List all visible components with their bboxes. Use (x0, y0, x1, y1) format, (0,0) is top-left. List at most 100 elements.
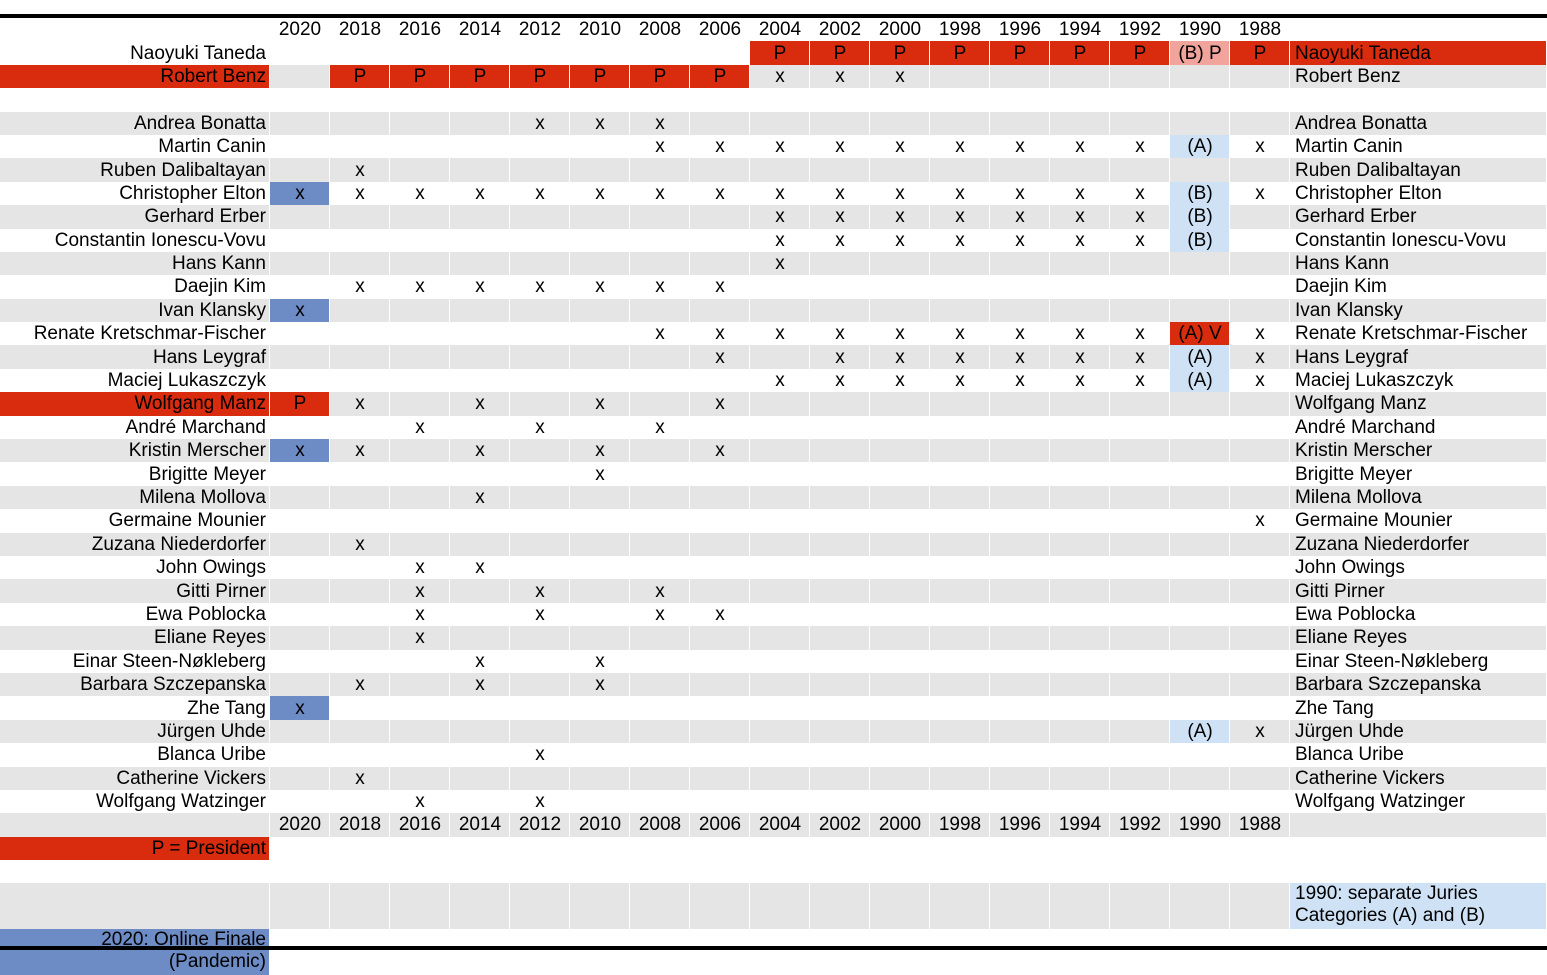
jury-cell-1992: x (1110, 228, 1170, 252)
jury-cell-2012 (510, 672, 570, 697)
jury-cell-1998 (930, 743, 990, 767)
jury-cell-2020 (270, 41, 330, 65)
juror-name: Hans Kann (0, 251, 270, 276)
jury-cell-1988: x (1230, 368, 1290, 393)
jury-cell-2020 (270, 509, 330, 533)
jury-cell-2006 (690, 158, 750, 182)
jury-cell-1996 (990, 509, 1050, 533)
jury-cell-2002 (810, 766, 870, 790)
jury-cell-2014 (450, 766, 510, 790)
jury-cell-2012 (510, 719, 570, 744)
jury-cell-1998 (930, 439, 990, 463)
jury-cell-2006 (690, 111, 750, 135)
jury-cell-2008 (630, 649, 690, 673)
legend-blank (570, 836, 630, 861)
jury-cell-2016 (390, 719, 450, 744)
jury-cell-1992 (1110, 439, 1170, 463)
jury-cell-2012 (510, 532, 570, 556)
jury-cell-1992: x (1110, 368, 1170, 393)
jury-cell-1988 (1230, 415, 1290, 440)
jury-cell-2020 (270, 579, 330, 603)
jury-cell-2004 (750, 789, 810, 814)
jury-cell-1994 (1050, 275, 1110, 299)
jury-cell-2008 (630, 251, 690, 276)
year-header-2016: 2016 (390, 18, 450, 42)
jury-cell-2000 (870, 719, 930, 744)
jury-cell-2008: x (630, 322, 690, 346)
jury-cell-2000 (870, 415, 930, 440)
jury-cell-2020 (270, 88, 330, 112)
jury-cell-2012: x (510, 415, 570, 440)
jury-cell-1998: x (930, 134, 990, 159)
jury-cell-2012 (510, 88, 570, 112)
jury-cell-2016: x (390, 579, 450, 603)
juror-row: Jürgen Uhde (A) x Jürgen Uhde (0, 719, 1547, 744)
jury-cell-2004 (750, 555, 810, 580)
jury-cell-2014: x (450, 555, 510, 580)
jury-cell-1992: P (1110, 41, 1170, 65)
jury-cell-2020 (270, 111, 330, 135)
jury-cell-1994 (1050, 789, 1110, 814)
jury-cell-1992 (1110, 88, 1170, 112)
juror-name: Ewa Poblocka (0, 602, 270, 627)
jury-cell-2000 (870, 462, 930, 486)
jury-cell-2020 (270, 789, 330, 814)
legend-blank (690, 836, 750, 861)
jury-cell-2020 (270, 602, 330, 627)
juror-row: John Owings x x John Owings (0, 555, 1547, 580)
juror-row: Ivan Klansky x Ivan Klansky (0, 298, 1547, 323)
jury-cell-2002: x (810, 181, 870, 206)
jury-cell-2016 (390, 205, 450, 229)
jury-cell-2010 (570, 368, 630, 393)
legend-blank (1110, 836, 1170, 861)
year-header-blank (1290, 18, 1547, 42)
juror-name: John Owings (0, 555, 270, 580)
jury-cell-1992 (1110, 579, 1170, 603)
jury-cell-2012 (510, 158, 570, 182)
jury-cell-1992 (1110, 298, 1170, 323)
jury-cell-2014: x (450, 485, 510, 510)
juror-name: Ivan Klansky (0, 298, 270, 323)
jury-cell-1988 (1230, 579, 1290, 603)
juror-name: Milena Mollova (0, 485, 270, 510)
jury-cell-2018 (330, 649, 390, 673)
jury-cell-1998 (930, 111, 990, 135)
jury-cell-2010 (570, 532, 630, 556)
jury-cell-1994 (1050, 626, 1110, 650)
jury-cell-2004 (750, 509, 810, 533)
jury-cell-2016 (390, 766, 450, 790)
jury-cell-2020 (270, 251, 330, 276)
year-header-blank (0, 813, 270, 837)
jury-cell-2010: x (570, 275, 630, 299)
jury-cell-1998 (930, 672, 990, 697)
jury-cell-2008: x (630, 134, 690, 159)
jury-cell-2002 (810, 743, 870, 767)
jury-cell-1994: x (1050, 205, 1110, 229)
jury-cell-2010 (570, 626, 630, 650)
jury-cell-2006: x (690, 439, 750, 463)
year-header-2002: 2002 (810, 18, 870, 42)
jury-cell-2002 (810, 415, 870, 440)
juror-name: Wolfgang Manz (0, 392, 270, 416)
jury-cell-1998 (930, 766, 990, 790)
jury-cell-1992 (1110, 64, 1170, 89)
juror-name: Gitti Pirner (0, 579, 270, 603)
legend-blank (990, 883, 1050, 930)
jury-cell-2008 (630, 345, 690, 369)
jury-cell-1994 (1050, 719, 1110, 744)
jury-cell-2004 (750, 439, 810, 463)
legend-blank (1290, 929, 1547, 975)
legend-blank (1050, 929, 1110, 975)
juror-name: Einar Steen-Nøkleberg (0, 649, 270, 673)
jury-cell-2006: x (690, 602, 750, 627)
jury-cell-2004 (750, 672, 810, 697)
jury-cell-2002: x (810, 228, 870, 252)
jury-cell-2014 (450, 298, 510, 323)
juror-name-right: Constantin Ionescu-Vovu (1290, 228, 1547, 252)
jury-cell-1998 (930, 719, 990, 744)
year-header-2008: 2008 (630, 18, 690, 42)
juror-name (0, 88, 270, 112)
jury-cell-2002 (810, 88, 870, 112)
legend-blank (270, 883, 330, 930)
jury-cell-2014 (450, 345, 510, 369)
